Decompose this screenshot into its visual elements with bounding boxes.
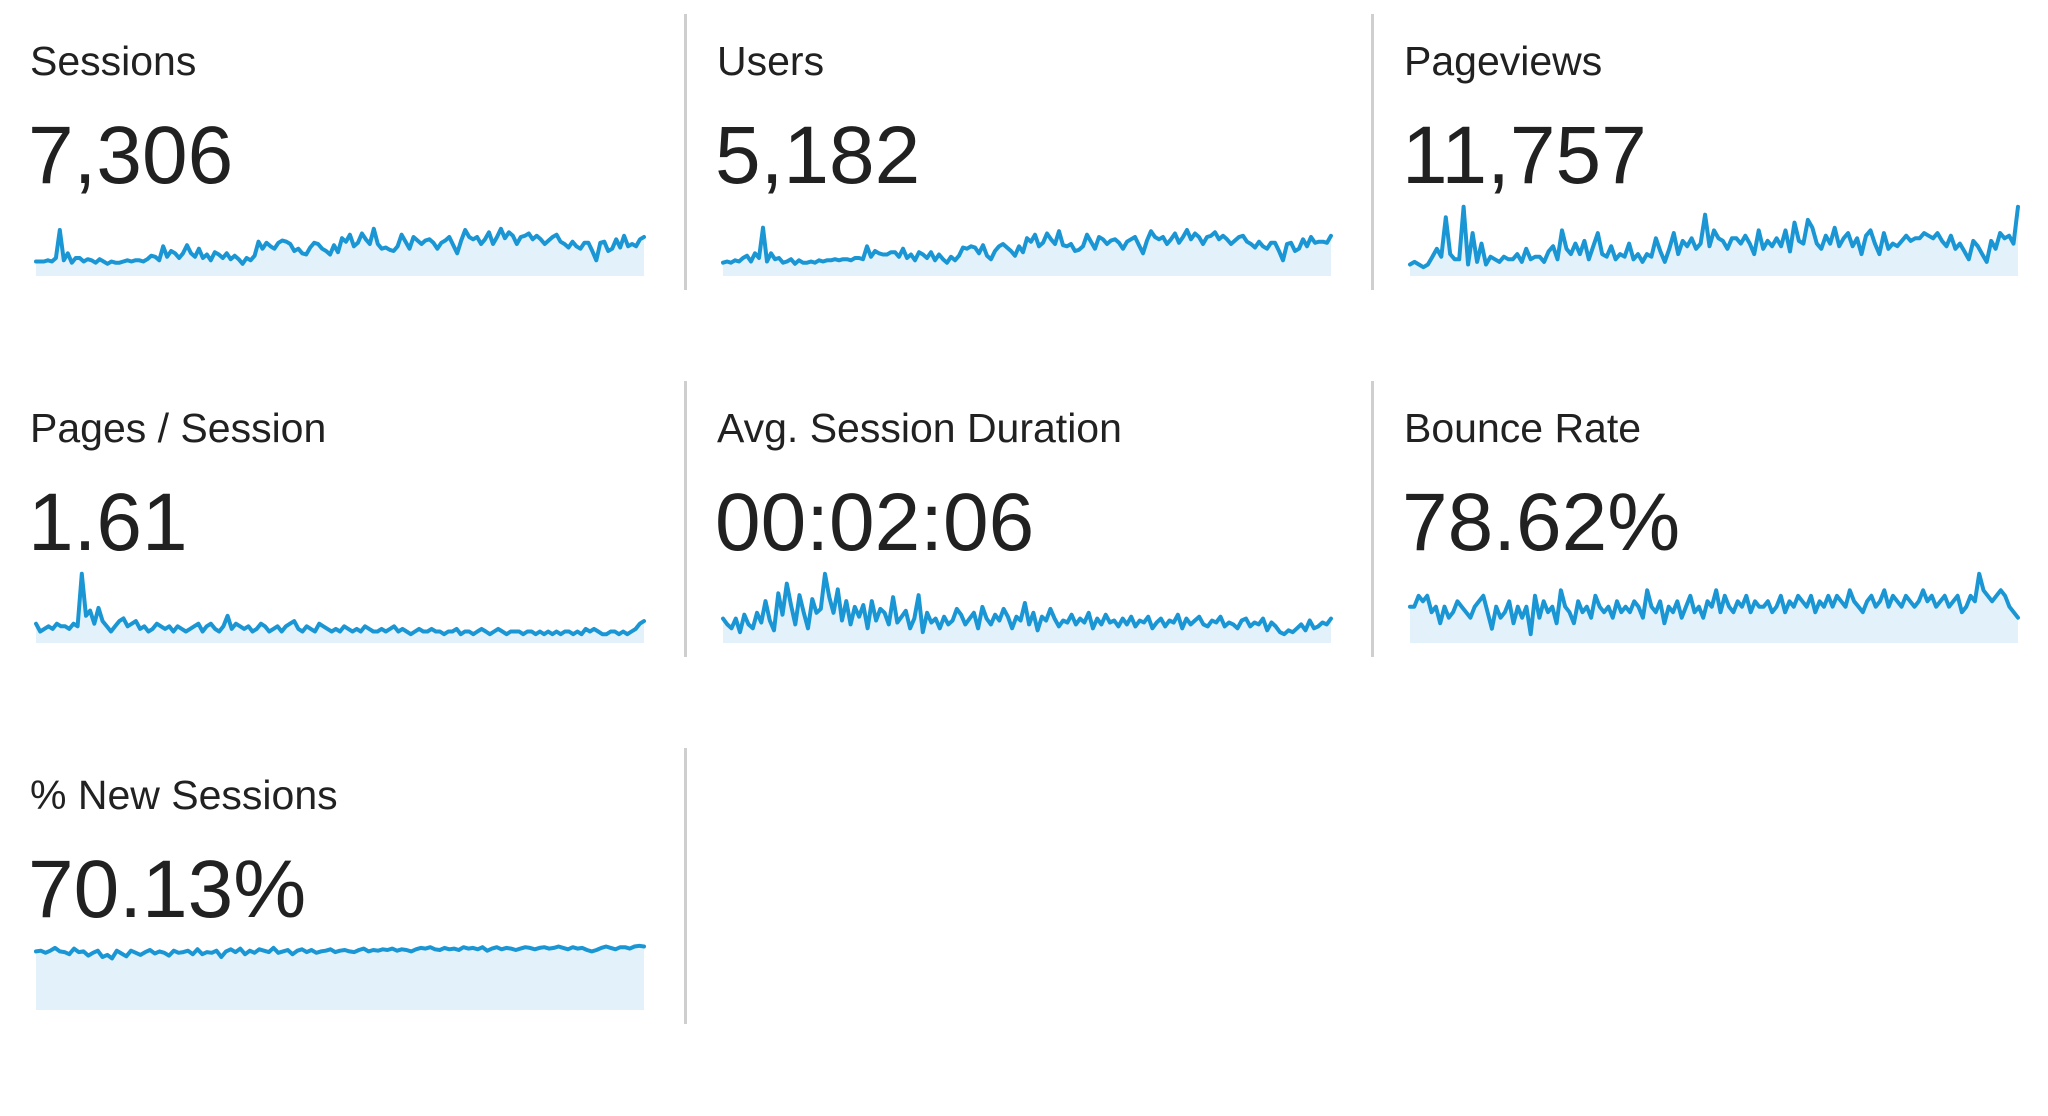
metric-label: Pages / Session (30, 405, 327, 451)
sparkline-line (1408, 571, 2020, 637)
sparkline-pages-per-session (34, 571, 646, 643)
metric-value: 78.62% (1402, 477, 1681, 568)
metric-label: Bounce Rate (1404, 405, 1642, 451)
sparkline-line (721, 225, 1333, 266)
metric-tile-pages-per-session[interactable]: Pages / Session 1.61 (0, 381, 687, 749)
sparkline-users (721, 225, 1333, 276)
sparkline-pageviews (1408, 204, 2020, 276)
sparkline-line (721, 571, 1333, 637)
sparkline-bounce-rate (1408, 571, 2020, 643)
sparkline-line (34, 226, 646, 266)
metric-tile-bounce-rate[interactable]: Bounce Rate 78.62% (1374, 381, 2048, 749)
metric-label: Avg. Session Duration (717, 405, 1122, 451)
sparkline-sessions (34, 226, 646, 276)
metric-tile-pageviews[interactable]: Pageviews 11,757 (1374, 14, 2048, 382)
metric-value: 00:02:06 (715, 477, 1035, 568)
sparkline-area (723, 573, 1331, 643)
metric-value: 1.61 (28, 477, 188, 568)
metric-label: % New Sessions (30, 772, 338, 818)
metric-value: 11,757 (1402, 110, 1647, 201)
sparkline-area (723, 227, 1331, 276)
sparkline-line (34, 571, 646, 637)
metric-label: Pageviews (1404, 38, 1603, 84)
sparkline-area (1410, 573, 2018, 643)
sparkline-area (36, 573, 644, 643)
metric-value: 5,182 (715, 110, 921, 201)
metric-value: 70.13% (28, 844, 307, 935)
metric-label: Sessions (30, 38, 197, 84)
sparkline-line (1408, 204, 2020, 270)
metric-tile-avg-session-duration[interactable]: Avg. Session Duration 00:02:06 (687, 381, 1374, 749)
sparkline-new-sessions (34, 943, 646, 1010)
metric-label: Users (717, 38, 825, 84)
metric-tile-sessions[interactable]: Sessions 7,306 (0, 14, 687, 382)
sparkline-avg-session-duration (721, 571, 1333, 643)
metric-tile-new-sessions[interactable]: % New Sessions 70.13% (0, 748, 687, 1116)
sparkline-area (36, 945, 644, 1010)
sparkline-line (34, 943, 646, 961)
metrics-grid: Sessions 7,306 Users 5,182 Pageviews 11,… (0, 14, 2048, 1024)
metric-value: 7,306 (28, 110, 234, 201)
sparkline-area (1410, 206, 2018, 276)
metric-tile-users[interactable]: Users 5,182 (687, 14, 1374, 382)
